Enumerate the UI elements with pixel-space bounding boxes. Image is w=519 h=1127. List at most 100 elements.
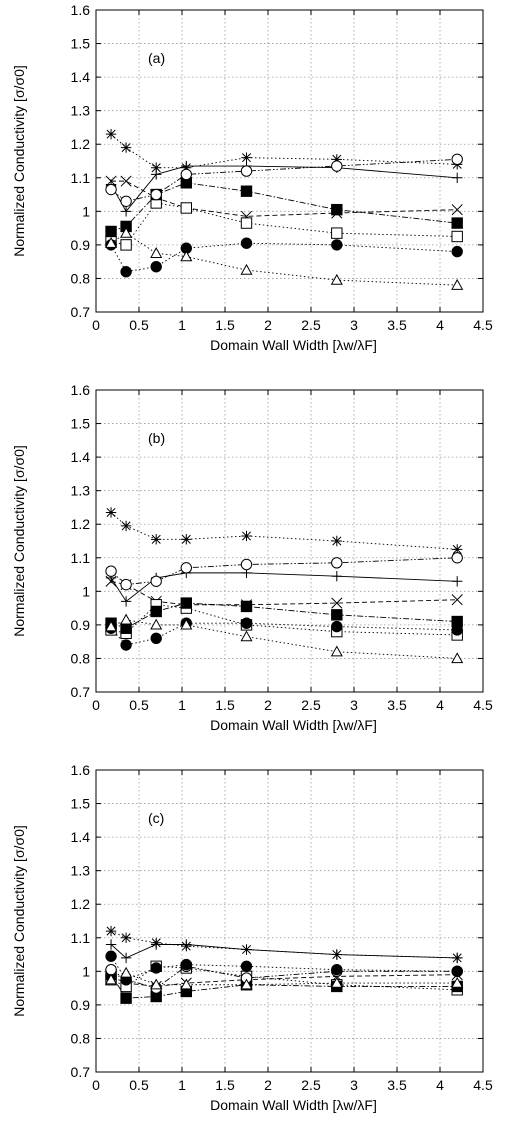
y-tick-label: 0.8 [71,650,91,666]
data-point [150,247,163,258]
data-point [240,600,253,613]
data-point [331,620,343,633]
x-tick-label: 4 [436,697,444,713]
data-point [105,236,118,248]
series-line [110,974,458,987]
x-tick-label: 2.5 [301,697,321,713]
data-point [105,973,118,985]
data-point [331,609,343,621]
x-tick-label: 2 [264,697,272,713]
data-point [451,245,463,258]
y-tick-label: 1.1 [71,170,91,186]
y-tick-label: 1.5 [71,796,91,812]
series-filled-circle [105,617,463,651]
x-tick-label: 4 [436,317,444,333]
series-filled-circle [105,950,463,986]
data-point [181,940,192,952]
y-tick-label: 0.7 [71,304,91,320]
data-point [331,239,343,251]
y-tick-label: 1 [82,583,90,599]
panel-label: (a) [148,50,165,66]
data-point [451,965,463,978]
data-point [105,175,117,187]
data-point [120,266,132,278]
series-open-square [105,197,463,251]
data-point [150,575,162,587]
series-open-triangle [105,613,464,664]
data-point [105,950,117,962]
data-point [120,932,132,943]
y-tick-label: 1.3 [71,483,91,499]
x-tick-label: 4.5 [473,1077,493,1093]
data-point [331,160,343,172]
x-tick-label: 1 [178,697,186,713]
data-point [331,227,343,239]
x-tick-label: 3 [350,317,358,333]
series-line [110,512,458,550]
series-line [110,580,458,606]
series-line [110,202,458,246]
y-tick-label: 0.9 [71,617,91,633]
data-point [452,576,463,587]
series-star [105,128,463,173]
x-tick-label: 3.5 [387,1077,407,1093]
data-point [331,963,343,976]
series-line [110,572,458,603]
y-tick-label: 1 [82,963,90,979]
data-point [331,597,343,609]
data-point [451,278,464,290]
data-point [331,949,342,960]
y-tick-label: 1.2 [71,896,91,912]
data-point [105,565,117,577]
data-point [451,652,464,664]
data-point [105,963,117,976]
x-tick-label: 2 [264,317,272,333]
data-point [451,552,463,564]
series-open-circle [105,153,463,207]
x-tick-label: 3.5 [387,317,407,333]
y-tick-label: 0.8 [71,270,91,286]
data-point [330,645,343,657]
series-star [105,925,463,964]
data-point [180,250,193,262]
data-point [331,535,342,547]
data-point [151,937,162,949]
data-point [240,165,253,177]
data-point [240,237,253,249]
y-axis-title: Normalized Conductivity [σ/σ0] [11,445,27,637]
data-point [120,639,132,651]
x-axis-title: Domain Wall Width [λw/λF] [210,717,377,733]
data-point [120,613,133,625]
data-point [105,939,117,950]
data-point [151,162,162,173]
data-point [451,204,463,216]
data-point [331,203,343,216]
data-point [150,962,162,974]
data-point [120,520,132,532]
data-point [105,620,118,632]
series-line [110,158,458,202]
data-point [240,960,253,972]
series-line [110,133,458,169]
y-tick-label: 1.5 [71,416,91,432]
series-line [110,182,458,232]
series-line [110,242,458,273]
x-tick-label: 2.5 [301,317,321,333]
data-point [331,571,342,582]
y-tick-label: 1.6 [71,762,91,778]
x-tick-label: 1.5 [215,697,235,713]
data-point [120,239,132,251]
panel-label: (c) [148,810,164,826]
y-tick-label: 1.2 [71,516,91,532]
data-point [240,617,253,629]
data-point [105,128,117,140]
x-tick-label: 3 [350,1077,358,1093]
data-point [451,624,463,636]
x-tick-label: 1 [178,1077,186,1093]
x-tick-label: 3 [350,697,358,713]
data-point [120,596,132,607]
data-point [241,152,252,163]
y-tick-label: 0.7 [71,1064,91,1080]
data-point [241,944,252,955]
